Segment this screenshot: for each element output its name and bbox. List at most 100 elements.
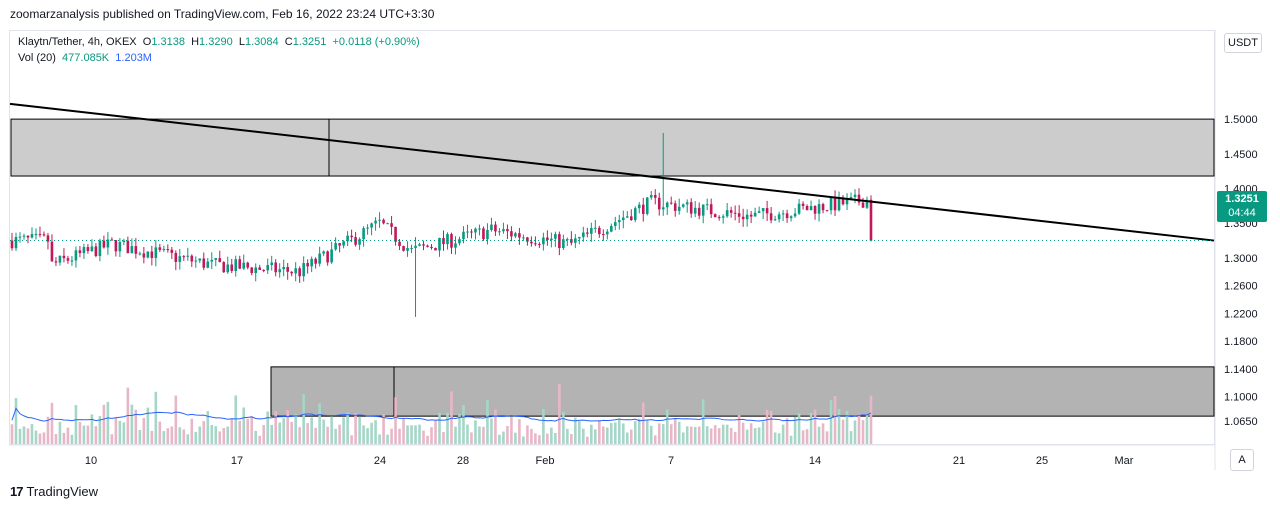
candle-body bbox=[318, 253, 321, 264]
candle-body bbox=[342, 241, 345, 246]
candle-body bbox=[685, 202, 689, 205]
candle-body bbox=[865, 199, 869, 208]
volume-bar bbox=[745, 429, 749, 444]
volume-bar bbox=[681, 432, 685, 444]
volume-bar bbox=[290, 421, 293, 444]
candle-body bbox=[294, 268, 297, 274]
volume-bar bbox=[162, 431, 166, 444]
candle-body bbox=[781, 213, 785, 215]
price-tick-label: 1.5000 bbox=[1224, 114, 1258, 126]
candle-body bbox=[230, 264, 234, 271]
candle-body bbox=[78, 250, 82, 254]
candle-body bbox=[546, 237, 549, 240]
volume-bar bbox=[733, 431, 737, 444]
publish-caption: zoomarzanalysis published on TradingView… bbox=[10, 7, 435, 21]
candle-body bbox=[506, 229, 509, 232]
time-tick-label: 17 bbox=[231, 455, 243, 467]
candle-body bbox=[130, 246, 134, 254]
volume-bar bbox=[158, 421, 162, 444]
open-value: 1.3138 bbox=[151, 36, 185, 48]
ohlc-row: Klaytn/Tether, 4h, OKEX O1.3138 H1.3290 … bbox=[18, 36, 420, 48]
volume-bar bbox=[226, 426, 230, 444]
candle-body bbox=[805, 205, 809, 211]
candle-body bbox=[262, 269, 266, 271]
candle-body bbox=[490, 224, 493, 231]
bar-countdown: 04:44 bbox=[1228, 207, 1256, 219]
brand-label[interactable]: TradingView bbox=[26, 484, 99, 499]
volume-bar bbox=[410, 425, 413, 444]
candle-body bbox=[574, 238, 577, 243]
candle-body bbox=[314, 258, 317, 264]
candle-body bbox=[46, 235, 50, 242]
volume-bar bbox=[693, 427, 697, 444]
candle-body bbox=[58, 255, 62, 263]
candle-body bbox=[158, 247, 162, 250]
volume-bar bbox=[58, 421, 62, 444]
candle-body bbox=[849, 197, 853, 199]
volume-label[interactable]: Vol (20) bbox=[18, 52, 56, 64]
candle-body bbox=[761, 208, 765, 212]
candle-body bbox=[14, 237, 18, 249]
volume-bar bbox=[438, 412, 441, 444]
candle-body bbox=[681, 204, 685, 207]
volume-bar bbox=[238, 420, 242, 444]
volume-bar bbox=[801, 430, 805, 444]
volume-bar bbox=[354, 412, 357, 444]
volume-bar bbox=[713, 425, 717, 444]
candle-body bbox=[610, 225, 613, 232]
volume-row: Vol (20) 477.085K 1.203M bbox=[18, 50, 420, 66]
volume-bar bbox=[22, 426, 26, 444]
trendline bbox=[9, 102, 1215, 242]
candle-body bbox=[602, 234, 605, 236]
volume-bar bbox=[598, 420, 601, 444]
volume-bar bbox=[178, 427, 182, 444]
price-tick-label: 1.4500 bbox=[1224, 149, 1258, 161]
volume-bar bbox=[134, 409, 138, 444]
volume-bar bbox=[478, 426, 481, 444]
volume-bar bbox=[222, 427, 226, 444]
candle-body bbox=[406, 247, 409, 251]
auto-scale-button[interactable]: A bbox=[1230, 449, 1254, 471]
volume-bar bbox=[314, 427, 317, 444]
candle-body bbox=[106, 239, 110, 248]
volume-bar bbox=[574, 417, 577, 444]
candle-body bbox=[470, 231, 473, 233]
candle-body bbox=[26, 235, 30, 238]
volume-bar bbox=[206, 411, 210, 444]
volume-bar bbox=[566, 428, 569, 444]
volume-bar bbox=[98, 416, 102, 444]
candle-body bbox=[789, 216, 793, 219]
volume-bar bbox=[869, 395, 873, 444]
candle-body bbox=[374, 220, 377, 224]
symbol-label[interactable]: Klaytn/Tether, 4h, OKEX bbox=[18, 36, 137, 48]
volume-bar bbox=[30, 424, 34, 444]
volume-bar bbox=[446, 412, 449, 444]
candle-body bbox=[494, 224, 497, 232]
candle-body bbox=[502, 229, 505, 232]
resistance-zone bbox=[10, 118, 1215, 177]
candle-body bbox=[146, 251, 150, 258]
tradingview-logo-icon[interactable]: 17 bbox=[10, 484, 24, 499]
price-tick-label: 1.1000 bbox=[1224, 392, 1258, 404]
volume-bar bbox=[522, 436, 525, 444]
volume-bar bbox=[38, 433, 42, 444]
volume-bar bbox=[765, 409, 769, 444]
candle-body bbox=[378, 219, 381, 221]
candle-body bbox=[598, 227, 601, 235]
candle-body bbox=[590, 228, 593, 234]
candle-body bbox=[70, 260, 74, 262]
volume-bar bbox=[805, 429, 809, 444]
candle-body bbox=[637, 204, 641, 209]
volume-bar bbox=[250, 416, 254, 444]
volume-bar bbox=[262, 425, 266, 444]
candle-body bbox=[833, 197, 837, 211]
volume-bar bbox=[849, 431, 853, 444]
volume-bar bbox=[106, 401, 110, 444]
currency-button[interactable]: USDT bbox=[1224, 33, 1262, 53]
candle-body bbox=[338, 243, 341, 246]
volume-bar bbox=[777, 433, 781, 444]
volume-bar bbox=[374, 420, 377, 444]
volume-bar bbox=[633, 420, 637, 444]
volume-bar bbox=[426, 435, 429, 444]
